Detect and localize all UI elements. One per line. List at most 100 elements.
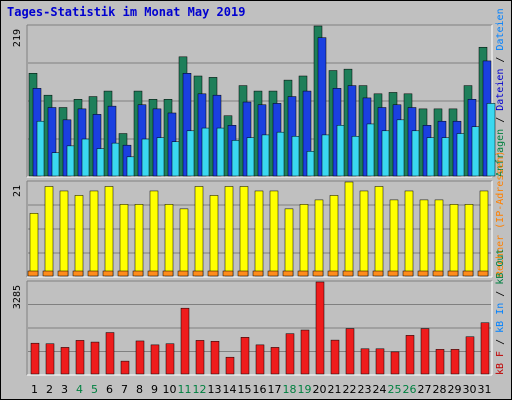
- bar-visits-day-6: [104, 186, 114, 277]
- bar-visits-day-15: [239, 186, 249, 277]
- bar-visits-day-10: [164, 204, 174, 277]
- bar-traffic-day-2: [45, 343, 55, 375]
- bar-visits-day-16: [254, 190, 264, 277]
- bar-traffic-day-28: [435, 349, 445, 375]
- legend-part: kB Out: [495, 249, 506, 285]
- bar-traffic-day-14: [225, 356, 235, 375]
- legend-part: kB F: [495, 351, 506, 375]
- day-label-2: 2: [46, 383, 53, 396]
- bar-traffic-day-29: [450, 349, 460, 375]
- bar-traffic-day-7: [120, 360, 130, 375]
- bar-visits-day-7: [119, 204, 129, 277]
- day-label-20: 20: [313, 383, 327, 396]
- day-label-22: 22: [343, 383, 357, 396]
- bar-hosts-day-2: [42, 270, 54, 277]
- legend-visits: Rechner (IP-Adressen): [495, 151, 506, 277]
- bar-hosts-day-21: [327, 270, 339, 277]
- legend-part: Dateien: [495, 69, 506, 111]
- day-label-27: 27: [418, 383, 432, 396]
- bar-visits-day-20: [314, 199, 324, 277]
- legend-part: /: [495, 333, 506, 351]
- bar-traffic-day-11: [180, 307, 190, 375]
- scale-label-traffic: 3285: [12, 285, 23, 309]
- day-label-17: 17: [268, 383, 282, 396]
- bar-visits-day-14: [224, 186, 234, 277]
- scale-label-visits: 21: [12, 185, 23, 197]
- day-label-23: 23: [358, 383, 372, 396]
- bar-hosts-day-25: [387, 270, 399, 277]
- bar-hosts-day-16: [252, 270, 264, 277]
- bar-traffic-day-22: [345, 328, 355, 375]
- bar-visits-day-27: [419, 199, 429, 277]
- bar-visits-day-17: [269, 190, 279, 277]
- bar-hosts-day-13: [207, 270, 219, 277]
- bar-traffic-day-15: [240, 337, 250, 375]
- bar-visits-day-19: [299, 204, 309, 277]
- bar-hosts-day-17: [267, 270, 279, 277]
- bar-hosts-day-5: [87, 270, 99, 277]
- bar-traffic-day-23: [360, 348, 370, 375]
- bar-visits-day-9: [149, 190, 159, 277]
- bar-visits-day-30: [464, 204, 474, 277]
- bar-traffic-day-13: [210, 340, 220, 375]
- day-label-26: 26: [403, 383, 417, 396]
- bar-hosts-day-9: [147, 270, 159, 277]
- bar-hosts-day-23: [357, 270, 369, 277]
- bar-traffic-day-3: [60, 347, 70, 375]
- bar-traffic-day-8: [135, 340, 145, 375]
- bar-visits-day-24: [374, 186, 384, 277]
- bar-requests-3-day-31: [486, 103, 496, 177]
- legend-part: kB In: [495, 303, 506, 333]
- bar-traffic-day-27: [420, 328, 430, 375]
- bar-visits-day-29: [449, 204, 459, 277]
- bar-hosts-day-8: [132, 270, 144, 277]
- bar-hosts-day-10: [162, 270, 174, 277]
- bar-traffic-day-5: [90, 341, 100, 375]
- bar-traffic-day-31: [480, 322, 490, 375]
- day-label-12: 12: [193, 383, 207, 396]
- bar-traffic-day-16: [255, 344, 265, 375]
- bar-traffic-day-12: [195, 340, 205, 375]
- bar-hosts-day-4: [72, 270, 84, 277]
- bar-visits-day-8: [134, 204, 144, 277]
- bar-traffic-day-25: [390, 351, 400, 375]
- bar-traffic-day-4: [75, 340, 85, 375]
- bar-visits-day-4: [74, 195, 84, 277]
- bar-hosts-day-28: [432, 270, 444, 277]
- day-label-14: 14: [223, 383, 237, 396]
- day-label-8: 8: [136, 383, 143, 396]
- bar-traffic-day-18: [285, 333, 295, 375]
- bar-visits-day-26: [404, 190, 414, 277]
- bar-hosts-day-15: [237, 270, 249, 277]
- day-label-24: 24: [373, 383, 387, 396]
- bar-visits-day-12: [194, 186, 204, 277]
- bar-visits-day-18: [284, 208, 294, 277]
- bar-visits-day-28: [434, 199, 444, 277]
- day-label-10: 10: [163, 383, 177, 396]
- day-label-15: 15: [238, 383, 252, 396]
- bar-hosts-day-14: [222, 270, 234, 277]
- bar-hosts-day-27: [417, 270, 429, 277]
- legend-part: Dateien: [495, 8, 506, 50]
- bar-hosts-day-19: [297, 270, 309, 277]
- bar-visits-day-22: [344, 181, 354, 277]
- bar-traffic-day-24: [375, 348, 385, 375]
- bar-hosts-day-3: [57, 270, 69, 277]
- chart-title: Tages-Statistik im Monat May 2019: [7, 5, 246, 19]
- bar-visits-day-23: [359, 190, 369, 277]
- legend-traffic: kB F / kB In / kB Out: [495, 249, 506, 375]
- day-label-19: 19: [298, 383, 312, 396]
- scale-label-requests: 219: [12, 29, 23, 47]
- bar-visits-day-5: [89, 190, 99, 277]
- bar-hosts-day-6: [102, 270, 114, 277]
- bar-traffic-day-21: [330, 339, 340, 375]
- day-label-3: 3: [61, 383, 68, 396]
- legend-part: Anfragen: [495, 129, 506, 177]
- bar-hosts-day-7: [117, 270, 129, 277]
- day-label-11: 11: [178, 383, 192, 396]
- day-label-18: 18: [283, 383, 297, 396]
- bar-hosts-day-31: [477, 270, 489, 277]
- day-label-4: 4: [76, 383, 83, 396]
